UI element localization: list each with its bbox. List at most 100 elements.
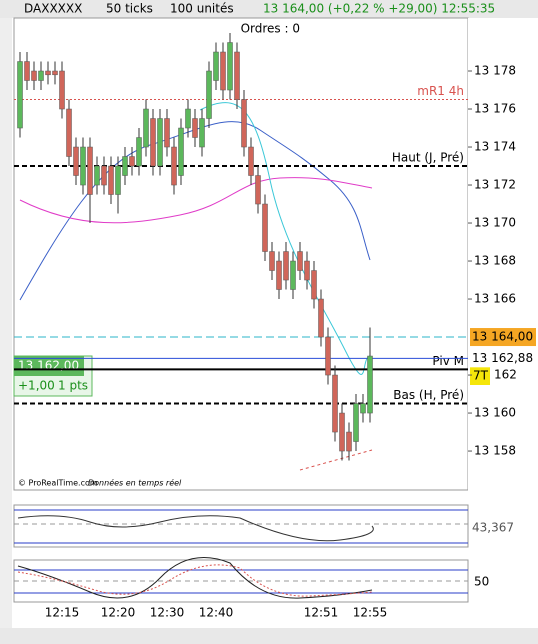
y-tick-label: 13 160: [474, 406, 516, 420]
x-tick-label: 12:55: [353, 606, 388, 620]
candle-body: [276, 260, 282, 290]
candle-body: [143, 108, 149, 148]
ticks-select[interactable]: 50 ticks: [106, 2, 153, 16]
level-label: Haut (J, Pré): [392, 151, 464, 165]
position-size: 1 pts: [58, 379, 88, 393]
candle-body: [234, 51, 240, 100]
candle-body: [185, 108, 191, 129]
tick-counter-bg: [470, 367, 490, 385]
candle-body: [318, 298, 324, 338]
ma-line: [19, 121, 371, 301]
candle-body: [332, 374, 338, 433]
orders[interactable]: Ordres : 0: [241, 22, 300, 36]
toolbar: [0, 0, 538, 18]
plot-area: [13, 17, 469, 491]
level-label: Piv M: [432, 354, 464, 368]
candle-body: [45, 70, 51, 76]
source-note: Données en temps réel: [88, 478, 182, 488]
x-tick-label: 12:30: [150, 606, 185, 620]
candle-body: [164, 118, 170, 148]
candle-body: [108, 165, 114, 195]
level-label: mR1 4h: [417, 84, 464, 98]
left-toolbar: [0, 18, 12, 628]
candle-body: [220, 51, 226, 91]
candle-body: [325, 336, 331, 376]
y-tick-label: 13 166: [474, 292, 516, 306]
candle-body: [178, 127, 184, 176]
candle-body: [192, 118, 198, 138]
candle-body: [297, 251, 303, 271]
y-tick-label: 13 168: [474, 254, 516, 268]
candle-body: [360, 403, 366, 414]
price-axis: [468, 18, 538, 628]
candle-body: [367, 355, 373, 414]
position-price: 13 162,00: [18, 359, 79, 373]
candle-body: [171, 146, 177, 186]
candle-body: [311, 270, 317, 300]
candle-body: [227, 42, 233, 91]
candle-body: [213, 51, 219, 81]
position-price-bg: [14, 356, 84, 376]
candle-body: [59, 70, 65, 110]
candle-body: [262, 203, 268, 252]
candle-body: [206, 70, 212, 119]
source: © ProRealTime.com: [18, 479, 98, 488]
candle-body: [353, 403, 359, 442]
candle-body: [157, 118, 163, 167]
candle-body: [241, 99, 247, 148]
candle-body: [31, 70, 37, 81]
price-marker-bg: [470, 328, 536, 347]
candle-body: [66, 108, 72, 157]
x-tick-label: 12:40: [199, 606, 234, 620]
candle-body: [101, 165, 107, 186]
candle-body: [38, 70, 44, 81]
y-tick-label: 162: [494, 368, 517, 382]
candle-body: [115, 165, 121, 195]
indicator-line: [17, 557, 373, 599]
units-select[interactable]: 100 unités: [170, 2, 234, 16]
y-tick-label: 13 158: [474, 444, 516, 458]
candle-body: [129, 156, 135, 167]
x-tick-label: 12:15: [45, 606, 80, 620]
candle-body: [269, 251, 275, 271]
candle-body: [87, 146, 93, 195]
price-marker-bg: [470, 349, 536, 368]
candle-body: [255, 175, 261, 205]
y-tick-label: 13 170: [474, 216, 516, 230]
candle-body: [52, 70, 58, 76]
price-marker: 13 164,00: [472, 330, 533, 344]
y-tick-label: 13 178: [474, 64, 516, 78]
trend-line: [299, 449, 373, 471]
indicator-panel: [13, 504, 469, 548]
y-tick-label: 13 172: [474, 178, 516, 192]
quote: 13 164,00 (+0,22 % +29,00) 12:55:35: [263, 2, 495, 16]
candle-body: [24, 61, 30, 81]
bottom-toolbar: [0, 628, 538, 644]
candle-body: [199, 118, 205, 148]
candle-body: [150, 118, 156, 167]
y-tick-label: 13 174: [474, 140, 516, 154]
tick-counter: 7T: [473, 369, 489, 383]
indicator-label: 50: [474, 575, 489, 589]
level-label: Bas (H, Pré): [393, 388, 464, 402]
candle-body: [283, 251, 289, 281]
candle-body: [73, 146, 79, 176]
ma-line: [19, 177, 373, 224]
candle-body: [17, 61, 23, 129]
instrument[interactable]: DAXXXXX: [24, 2, 82, 16]
x-tick-label: 12:20: [101, 606, 136, 620]
indicator-label: 43,367: [472, 521, 514, 535]
candle-body: [290, 260, 296, 290]
candle-body: [136, 137, 142, 167]
candle-body: [248, 146, 254, 176]
indicator-line: [17, 515, 374, 542]
y-tick-label: 13 176: [474, 102, 516, 116]
candle-body: [122, 156, 128, 176]
candle-body: [339, 412, 345, 452]
x-tick-label: 12:51: [304, 606, 339, 620]
position-change: +1,00: [18, 379, 55, 393]
indicator-line: [17, 564, 373, 597]
candle-body: [80, 146, 86, 186]
